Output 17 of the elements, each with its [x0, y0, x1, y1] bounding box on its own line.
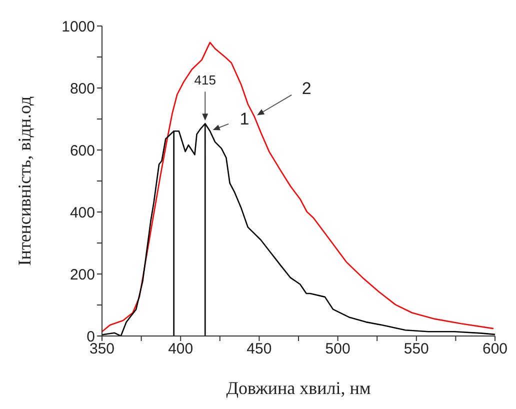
x-tick-label: 350	[89, 340, 115, 358]
x-tick-label: 550	[404, 340, 429, 358]
annotation: 1	[240, 110, 250, 129]
x-tick-label: 600	[482, 340, 508, 358]
y-tick-label: 600	[70, 142, 95, 160]
x-tick-label: 450	[246, 340, 272, 358]
annotation: 415	[194, 72, 216, 88]
x-tick-label: 500	[325, 340, 350, 358]
annotation: 2	[302, 78, 312, 98]
x-tick-label: 400	[168, 340, 194, 358]
y-axis-title: Інтенсивність, відн.од	[14, 96, 34, 266]
y-tick-label: 1000	[62, 18, 95, 36]
y-tick-label: 800	[70, 80, 95, 98]
line-series	[102, 42, 494, 332]
y-tick-label: 400	[70, 204, 95, 222]
y-tick-label: 200	[70, 266, 95, 284]
x-axis-title: Довжина хвилі, нм	[226, 378, 371, 398]
